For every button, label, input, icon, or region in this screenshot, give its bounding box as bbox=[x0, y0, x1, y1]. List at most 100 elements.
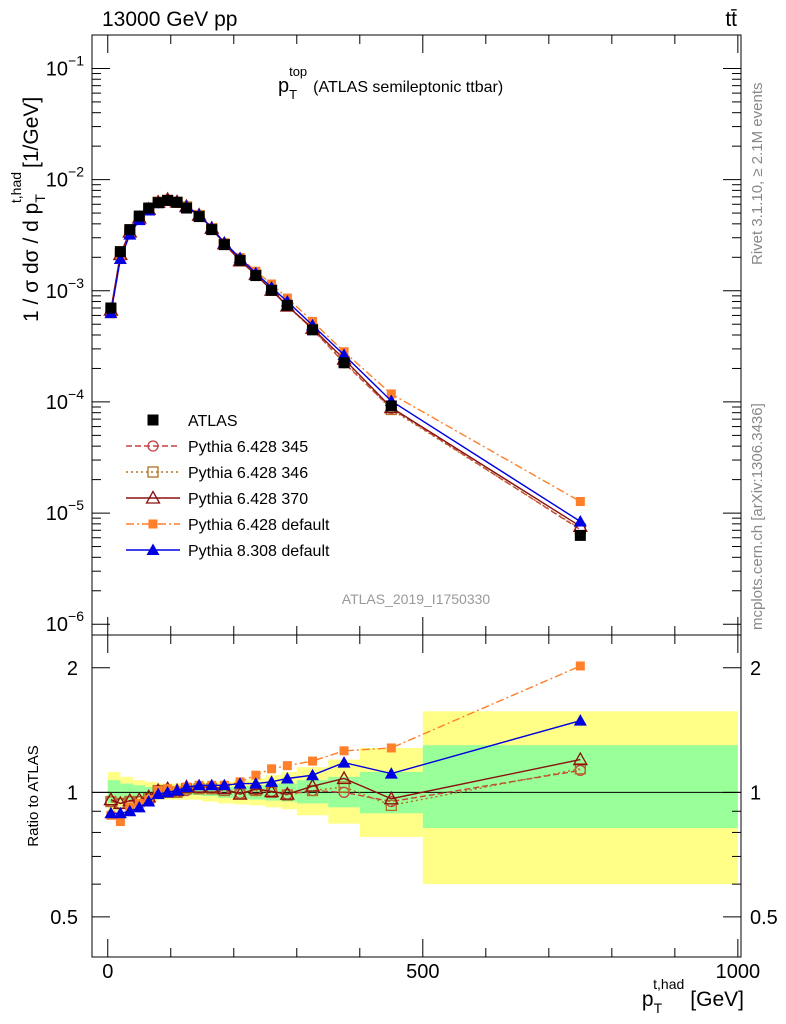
legend-marker-pythia-6-428-346 bbox=[147, 466, 159, 478]
upper-title-rest: (ATLAS semileptonic ttbar) bbox=[313, 79, 503, 96]
point-atlas bbox=[114, 246, 126, 258]
uncertainty-band-inner bbox=[422, 745, 738, 828]
uncertainty-band-inner bbox=[120, 783, 133, 800]
mcplots-label: mcplots.cern.ch [arXiv:1306.3436] bbox=[749, 403, 766, 630]
point-atlas bbox=[143, 202, 155, 214]
upper-title-main: p bbox=[278, 75, 289, 97]
legend-label-pythia-6-428-370: Pythia 6.428 370 bbox=[188, 491, 308, 508]
legend-marker-pythia-8-308-default bbox=[146, 543, 160, 555]
ratio-point-pythia-8-308-default bbox=[113, 806, 127, 819]
ratio-point-pythia-6-428-default bbox=[339, 746, 349, 756]
ratio-point-pythia-8-308-default bbox=[170, 784, 184, 796]
ratio-point-pythia-8-308-default bbox=[337, 756, 351, 768]
uncertainty-band-inner bbox=[296, 780, 329, 804]
upper-panel: 10−1 10−2 10−3 10−4 10−5 10−6 bbox=[46, 34, 742, 636]
y-tick-label: 10−6 bbox=[46, 608, 84, 636]
ratio-point-pythia-8-308-default bbox=[217, 778, 231, 791]
ratio-point-pythia-6-428-370 bbox=[103, 791, 119, 806]
ratio-point-pythia-8-308-default bbox=[306, 768, 320, 781]
legend: ATLAS Pythia 6.428 345 Pythia 6.428 346 Pyt… bbox=[126, 413, 330, 560]
ratio-point-pythia-6-428-370 bbox=[232, 786, 248, 800]
process-label: tt̄ bbox=[725, 8, 737, 31]
point-atlas bbox=[181, 202, 193, 214]
ratio-point-pythia-8-308-default bbox=[249, 777, 263, 789]
ratio-y-tick-label: 2 bbox=[67, 658, 78, 680]
ratio-y-tick-label: 0.5 bbox=[50, 907, 78, 929]
legend-label-pythia-6-428-346: Pythia 6.428 346 bbox=[188, 465, 308, 482]
upper-ylabel-units: [1/GeV] bbox=[20, 97, 43, 168]
ratio-point-pythia-8-308-default bbox=[233, 777, 247, 789]
ratio-point-pythia-8-308-default bbox=[132, 800, 146, 813]
legend-marker-pythia-6-428-370 bbox=[145, 490, 161, 504]
ratio-point-pythia-6-428-default bbox=[251, 770, 261, 780]
ratio-point-pythia-6-428-370 bbox=[304, 778, 321, 792]
y-tick-label: 10−1 bbox=[46, 52, 84, 80]
x-tick-label: 0 bbox=[102, 961, 113, 983]
ratio-point-pythia-8-308-default bbox=[192, 778, 206, 791]
x-tick-label: 1000 bbox=[716, 961, 761, 983]
ratio-y-tick-label: 1 bbox=[67, 782, 78, 804]
y-tick-label: 10−5 bbox=[46, 497, 84, 525]
ratio-point-pythia-6-428-370 bbox=[572, 751, 588, 766]
point-atlas bbox=[266, 284, 278, 296]
ratio-point-pythia-8-308-default bbox=[384, 767, 398, 779]
upper-title-sub: T bbox=[289, 87, 297, 102]
ratio-point-pythia-6-428-346 bbox=[574, 763, 586, 775]
point-pythia-8-308-default bbox=[113, 252, 127, 265]
point-atlas bbox=[105, 302, 117, 314]
point-atlas bbox=[162, 194, 174, 206]
point-atlas bbox=[385, 400, 397, 412]
uncertainty-band-inner bbox=[107, 780, 121, 804]
ratio-point-pythia-6-428-default bbox=[575, 661, 585, 671]
ratio-point-pythia-6-428-default bbox=[386, 743, 396, 753]
ratio-point-pythia-6-428-default bbox=[115, 817, 125, 827]
xlabel-sup: t,had bbox=[653, 976, 684, 992]
point-atlas bbox=[281, 299, 293, 311]
point-atlas bbox=[234, 254, 246, 266]
ratio-point-pythia-8-308-default bbox=[104, 806, 118, 819]
ratio-point-pythia-8-308-default bbox=[265, 775, 279, 787]
legend-label-pythia-6-428-345: Pythia 6.428 345 bbox=[188, 439, 308, 456]
ratio-point-pythia-6-428-default bbox=[282, 761, 292, 771]
y-tick-label: 10−2 bbox=[46, 164, 84, 192]
point-atlas bbox=[307, 324, 319, 336]
point-atlas bbox=[124, 224, 136, 236]
lower-frame bbox=[91, 634, 742, 958]
point-atlas bbox=[250, 270, 262, 282]
xlabel-units: [GeV] bbox=[690, 988, 744, 1011]
upper-ylabel-sub: T bbox=[32, 194, 48, 203]
upper-ylabel-sup: t,had bbox=[8, 172, 24, 203]
ratio-y-tick-label-right: 2 bbox=[750, 658, 761, 680]
upper-title: pTtop (ATLAS semileptonic ttbar) bbox=[278, 64, 503, 102]
legend-marker-pythia-6-428-345 bbox=[147, 440, 159, 452]
ratio-point-pythia-6-428-346 bbox=[281, 789, 293, 801]
analysis-label: ATLAS_2019_I1750330 bbox=[342, 591, 491, 607]
ratio-point-pythia-6-428-346 bbox=[385, 799, 397, 812]
ratio-point-pythia-6-428-default bbox=[308, 756, 318, 766]
point-pythia-6-428-default bbox=[386, 389, 396, 399]
ratio-point-pythia-6-428-default bbox=[267, 764, 277, 774]
ratio-point-pythia-8-308-default bbox=[161, 785, 175, 798]
upper-title-sup: top bbox=[289, 64, 307, 79]
upper-ylabel-main: 1 / σ dσ / d p bbox=[20, 203, 43, 322]
legend-marker-atlas bbox=[147, 414, 159, 426]
point-atlas bbox=[218, 239, 230, 251]
ratio-point-pythia-8-308-default bbox=[205, 778, 219, 791]
ratio-point-pythia-6-428-370 bbox=[336, 770, 352, 785]
legend-label-pythia-6-428-default: Pythia 6.428 default bbox=[188, 517, 330, 534]
point-atlas bbox=[193, 211, 205, 223]
point-atlas bbox=[171, 196, 183, 208]
rivet-label: Rivet 3.1.10, ≥ 2.1M events bbox=[749, 83, 766, 266]
uncertainty-band-inner bbox=[145, 787, 159, 796]
xlabel: pTt,had [GeV] bbox=[642, 976, 744, 1016]
ratio-y-tick-label-right: 0.5 bbox=[750, 907, 778, 929]
legend-label-atlas: ATLAS bbox=[188, 413, 238, 430]
point-pythia-8-308-default bbox=[573, 514, 587, 527]
ratio-point-pythia-8-308-default bbox=[123, 804, 137, 817]
legend-label-pythia-8-308-default: Pythia 8.308 default bbox=[188, 543, 330, 560]
energy-label: 13000 GeV pp bbox=[102, 8, 237, 31]
point-atlas bbox=[574, 529, 586, 541]
y-tick-label: 10−4 bbox=[46, 386, 84, 414]
ratio-point-pythia-8-308-default bbox=[573, 714, 587, 726]
